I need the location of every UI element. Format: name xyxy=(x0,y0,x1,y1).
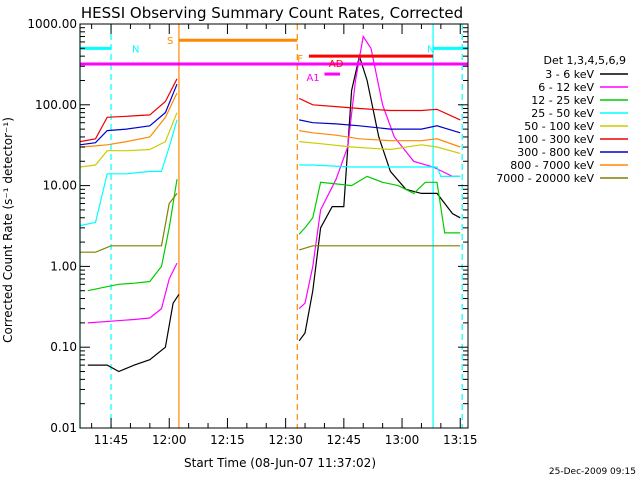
x-axis-label: Start Time (08-Jun-07 11:37:02) xyxy=(184,456,376,470)
x-tick-label: 11:45 xyxy=(94,433,129,447)
x-tick-label: 12:30 xyxy=(268,433,303,447)
x-tick-label: 13:15 xyxy=(443,433,478,447)
series-line xyxy=(299,130,461,148)
flag-label: S xyxy=(167,36,173,47)
series-line xyxy=(299,119,461,134)
plot-frame xyxy=(79,23,469,429)
y-tick-label: 1.00 xyxy=(50,259,77,273)
series-line xyxy=(80,193,178,253)
series-line xyxy=(298,34,461,310)
legend-label: 800 - 7000 keV xyxy=(510,159,594,172)
legend-label: 300 - 800 keV xyxy=(517,146,594,159)
flag-label: N xyxy=(132,44,139,55)
legend-label: 100 - 300 keV xyxy=(517,133,594,146)
legend-label: 50 - 100 keV xyxy=(524,120,594,133)
chart-title: HESSI Observing Summary Count Rates, Cor… xyxy=(81,4,463,22)
y-tick-label: 10.00 xyxy=(43,179,77,193)
legend-label: 3 - 6 keV xyxy=(545,68,594,81)
series-line xyxy=(299,141,461,154)
series-line xyxy=(87,294,180,373)
x-tick-label: 12:15 xyxy=(210,433,245,447)
series-line xyxy=(87,262,178,324)
y-tick-label: 100.00 xyxy=(35,98,77,112)
axis-ticks: 0.01 0.10 1.00 10.00 100.00 1000.00 11:45 12:00… xyxy=(27,17,477,447)
y-tick-label: 0.10 xyxy=(50,340,77,354)
footer-date: 25-Dec-2009 09:15 xyxy=(549,467,636,477)
legend-label: 6 - 12 keV xyxy=(538,81,594,94)
flag-label: A1 xyxy=(306,73,319,84)
flag-label: F xyxy=(297,54,303,65)
plot-content: N N S AD A1F xyxy=(79,24,468,428)
x-tick-label: 12:00 xyxy=(152,433,187,447)
series-line xyxy=(79,92,178,148)
legend-detectors: Det 1,3,4,5,6,9 xyxy=(543,54,626,67)
x-tick-label: 13:00 xyxy=(385,433,420,447)
y-axis-label: Corrected Count Rate (s⁻¹ detector⁻¹) xyxy=(1,117,15,343)
series-line xyxy=(298,97,461,121)
y-tick-label: 1000.00 xyxy=(27,17,77,31)
series-line xyxy=(79,119,178,227)
x-tick-label: 12:45 xyxy=(327,433,362,447)
y-tick-label: 0.01 xyxy=(50,421,77,435)
legend-label: 12 - 25 keV xyxy=(531,94,594,107)
series-line xyxy=(299,245,461,251)
series-line xyxy=(298,175,461,235)
flag-label: N xyxy=(427,44,434,55)
flag-label: AD xyxy=(329,59,344,70)
series-line xyxy=(79,78,178,143)
series-line xyxy=(79,112,178,168)
series-line xyxy=(299,164,461,177)
legend-label: 25 - 50 keV xyxy=(531,107,594,120)
legend-label: 7000 - 20000 keV xyxy=(496,172,594,185)
series-line xyxy=(298,53,461,342)
series-line xyxy=(87,179,178,292)
series-line xyxy=(79,83,178,146)
